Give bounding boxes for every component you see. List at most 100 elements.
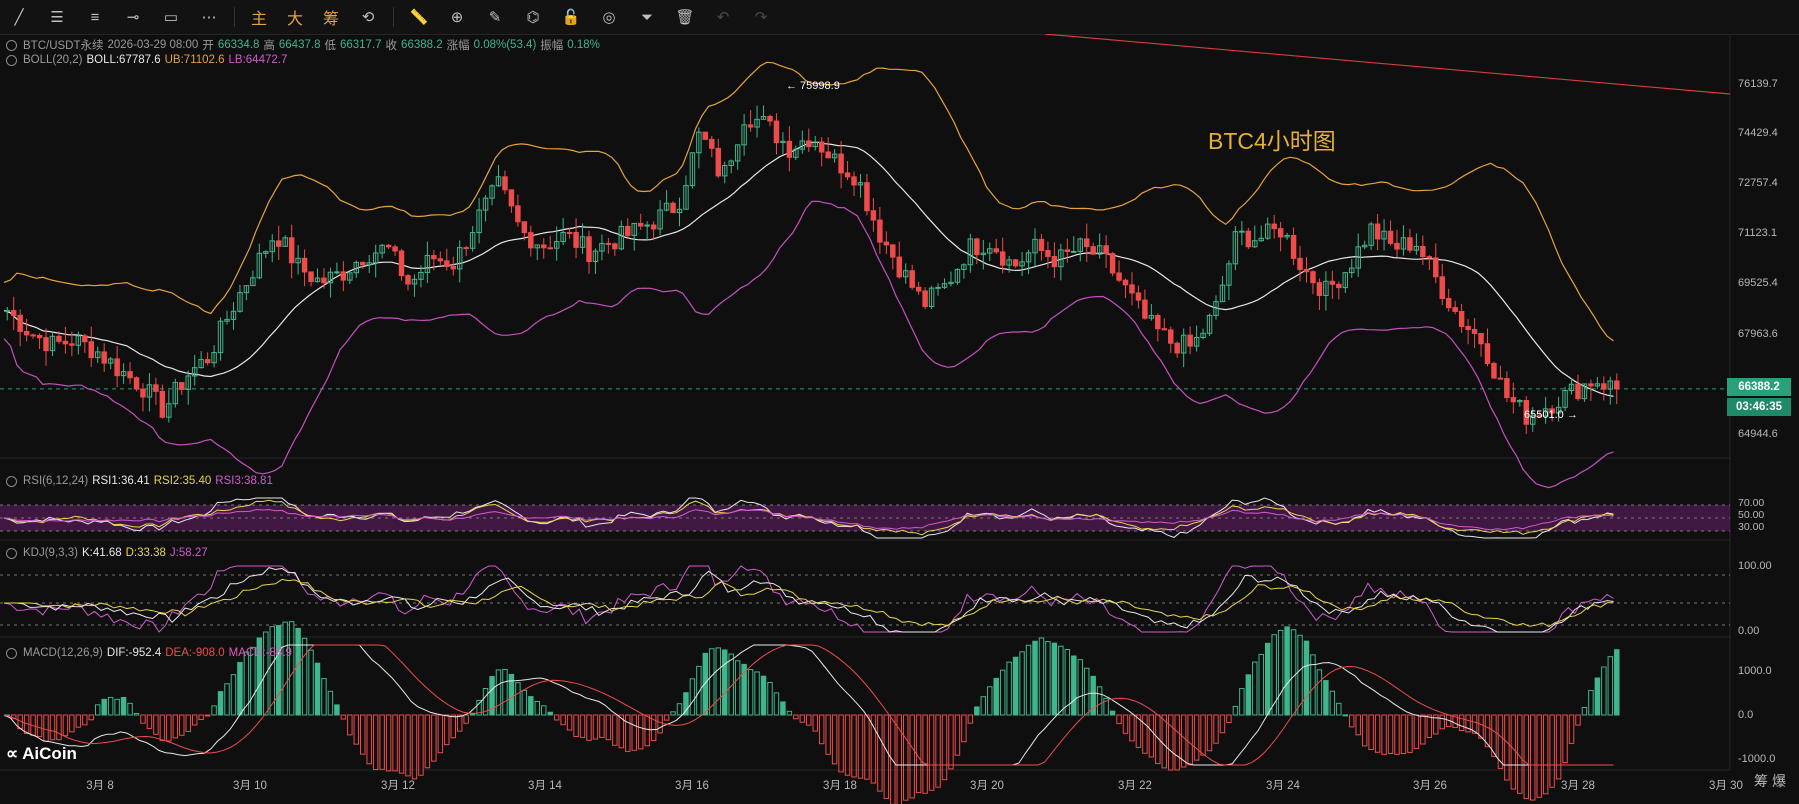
candle (534, 244, 541, 249)
macd-bar (418, 714, 424, 776)
eye-icon[interactable] (6, 647, 17, 659)
boll-mid: BOLL:67787.6 (86, 54, 161, 66)
macd-bar (818, 714, 825, 745)
candle (159, 390, 166, 418)
rsi-legend[interactable]: RSI(6,12,24) RSI1:36.41 RSI2:35.40 RSI3:… (6, 475, 273, 487)
magnet-icon[interactable]: ⟲ (361, 9, 375, 26)
macd-bar (1433, 714, 1439, 735)
macd-bar (476, 699, 482, 716)
candle (553, 241, 560, 249)
more-shapes-icon[interactable]: ⋯ (201, 9, 217, 26)
macd-bar (560, 714, 566, 726)
candle (941, 283, 948, 288)
candle (541, 244, 547, 249)
macd-bar (657, 714, 663, 734)
indicator-button-2[interactable]: 筹 (322, 11, 339, 28)
redo-icon: ↷ (754, 9, 768, 26)
indicator-button-0[interactable]: 主 (250, 11, 267, 28)
candle (133, 377, 140, 390)
ray-icon[interactable]: ⊸ (126, 9, 140, 26)
rectangle-icon[interactable]: ▭ (163, 9, 179, 26)
macd-bar (172, 714, 179, 739)
eye-icon[interactable] (6, 547, 17, 559)
macd-bar (1530, 714, 1536, 801)
macd-bar (1258, 653, 1264, 716)
candle (237, 292, 243, 312)
candle (140, 388, 146, 398)
macd-bar (1168, 714, 1174, 771)
macd-bar (799, 714, 806, 723)
parallel-channel-icon[interactable]: ≡ (90, 8, 100, 26)
rsi-tick: 30.00 (1738, 521, 1765, 533)
low-annotation: 65501.0 → (1524, 409, 1578, 421)
kdj-legend[interactable]: KDJ(9,3,3) K:41.68 D:33.38 J:58.27 (6, 547, 208, 559)
eye-icon[interactable] (6, 54, 17, 66)
zoom-icon[interactable]: ⊕ (450, 9, 464, 26)
indicator-button-1[interactable]: 大 (286, 11, 303, 28)
ruler-icon[interactable]: 📏 (409, 9, 429, 26)
macd-bar (411, 714, 418, 780)
macd-bar (269, 626, 275, 716)
macd-bar (961, 714, 967, 743)
candle (909, 270, 915, 288)
eye-icon[interactable] (6, 39, 17, 51)
macd-bar (967, 714, 974, 724)
candle (1258, 237, 1264, 242)
candle (1458, 310, 1465, 327)
macd-bar (1504, 714, 1510, 781)
macd-bar (1549, 714, 1555, 788)
candle (1407, 237, 1413, 251)
candle (198, 359, 204, 369)
candle (915, 286, 922, 292)
macd-bar (1303, 640, 1310, 716)
candle (437, 258, 444, 262)
candle (618, 225, 625, 250)
liquidation-button[interactable]: 爆 (1771, 773, 1786, 789)
candle (243, 285, 250, 294)
macd-bar (444, 714, 450, 746)
macd-bar (314, 662, 321, 716)
candle (179, 382, 185, 390)
candle (605, 242, 612, 245)
macd-bar (263, 631, 269, 716)
macd-bar (1536, 714, 1542, 798)
macd-bar (127, 702, 133, 716)
horizontal-lines-icon[interactable]: ☰ (50, 9, 64, 26)
delete-icon[interactable]: 🗑 (675, 9, 695, 26)
macd-legend[interactable]: MACD(12,26,9) DIF:-952.4 DEA:-908.0 MACD… (6, 647, 292, 659)
lock-icon[interactable]: 🔓 (561, 9, 581, 26)
macd-bar (185, 714, 191, 732)
candle (508, 189, 515, 207)
macd-bar (663, 714, 670, 721)
candle (36, 334, 43, 339)
candle (709, 138, 715, 149)
macd-bar (1478, 714, 1484, 739)
high-label: 高 (263, 40, 275, 52)
boll-legend[interactable]: BOLL(20,2) BOLL:67787.6 UB:71102.6 LB:64… (6, 54, 287, 66)
eye-icon[interactable] (6, 475, 17, 487)
time-tick: 3月 14 (528, 780, 562, 792)
countdown-tag: 03:46:35 (1727, 398, 1791, 416)
hide-icon[interactable]: ◎ (602, 9, 616, 26)
candle (1601, 383, 1607, 390)
chart-canvas[interactable] (0, 34, 1799, 804)
candle (818, 141, 825, 153)
candle (644, 224, 650, 227)
candle (1051, 255, 1058, 268)
price-tick: 72757.4 (1738, 177, 1778, 189)
macd-bar (43, 714, 49, 742)
macd-bar (573, 714, 579, 737)
macd-bar (482, 687, 489, 716)
candle (1019, 261, 1025, 267)
filter-icon[interactable]: ⏷ (640, 8, 653, 26)
pattern-icon[interactable]: ⌬ (526, 9, 540, 26)
macd-bar (1458, 714, 1465, 732)
trend-line-icon[interactable]: ╱ (14, 9, 24, 26)
candle (43, 337, 49, 352)
candle (741, 124, 747, 146)
candle (392, 246, 398, 252)
brush-icon[interactable]: ✎ (488, 9, 502, 26)
chips-button[interactable]: 筹 (1754, 773, 1769, 789)
macd-bar (1329, 690, 1336, 716)
candle (1071, 250, 1077, 253)
